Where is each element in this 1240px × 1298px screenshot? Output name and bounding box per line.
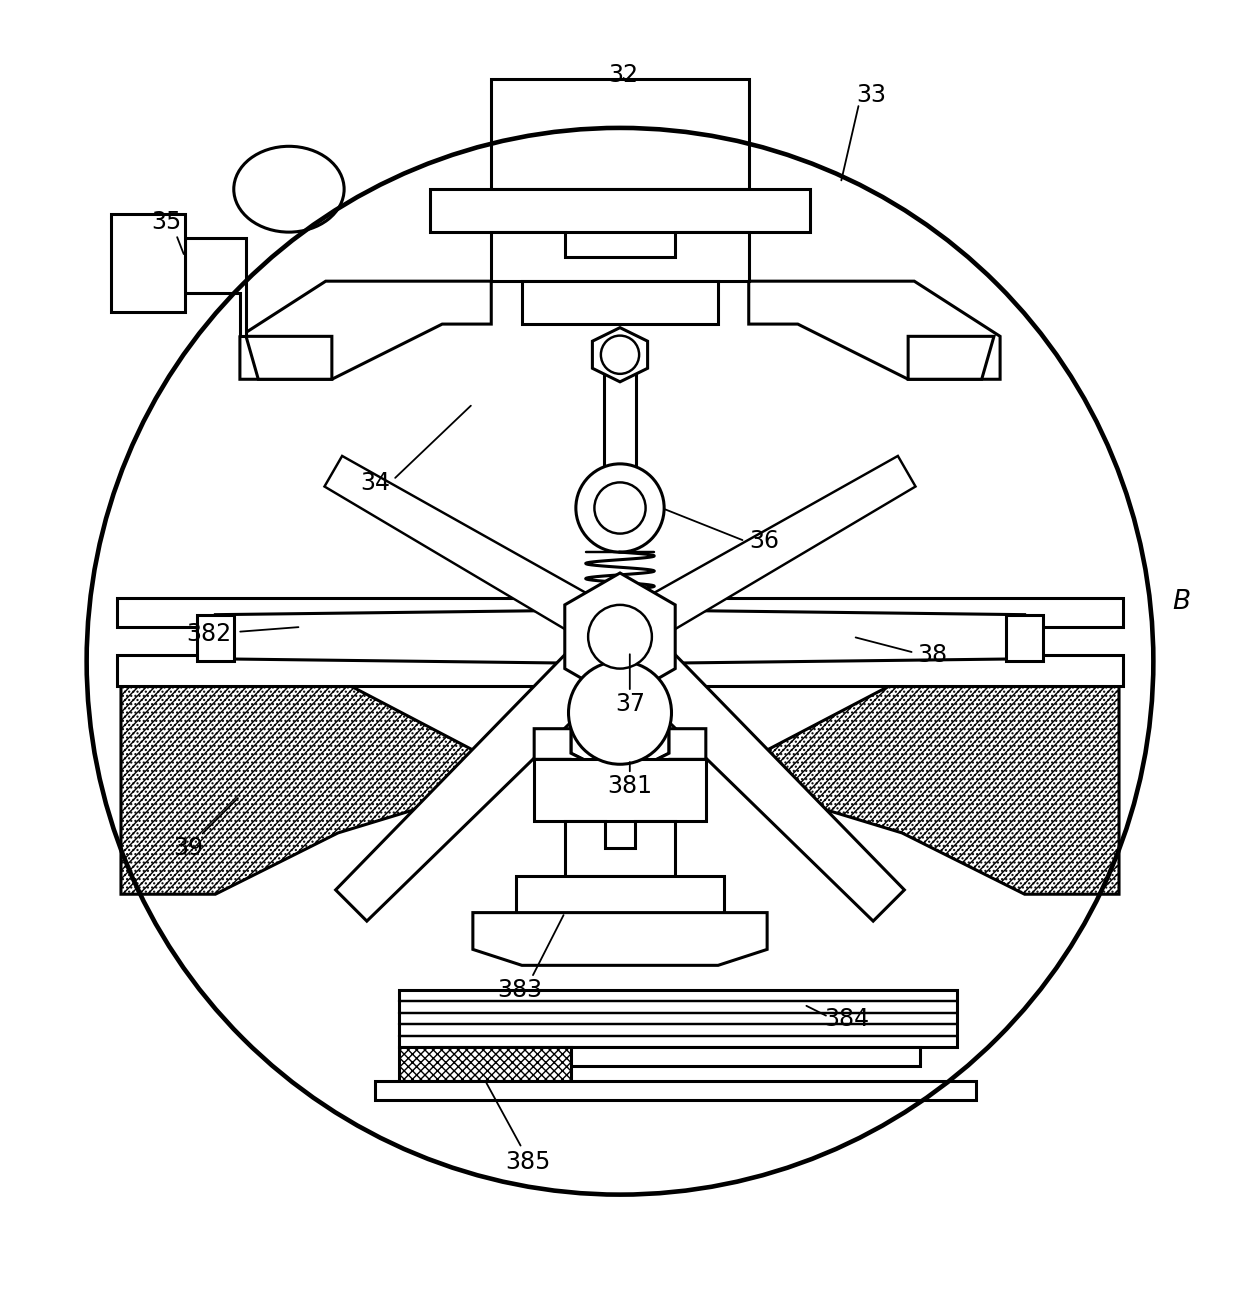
Text: 36: 36 <box>750 530 780 553</box>
Text: B: B <box>1173 589 1190 615</box>
Circle shape <box>601 336 639 374</box>
Polygon shape <box>122 685 479 894</box>
Polygon shape <box>593 327 647 382</box>
Circle shape <box>575 463 665 552</box>
Polygon shape <box>491 79 749 190</box>
Polygon shape <box>1006 615 1043 661</box>
Polygon shape <box>564 572 676 701</box>
Text: 383: 383 <box>497 977 542 1002</box>
Text: 33: 33 <box>857 83 887 106</box>
Polygon shape <box>516 876 724 912</box>
Polygon shape <box>522 282 718 324</box>
Text: 382: 382 <box>187 622 232 646</box>
Polygon shape <box>336 618 639 922</box>
Circle shape <box>594 483 646 533</box>
Text: 381: 381 <box>608 775 652 798</box>
Polygon shape <box>112 214 185 312</box>
Text: 38: 38 <box>918 643 947 667</box>
Circle shape <box>568 661 672 765</box>
Polygon shape <box>197 615 234 661</box>
Text: 37: 37 <box>615 692 645 716</box>
Polygon shape <box>604 354 636 480</box>
Polygon shape <box>761 685 1118 894</box>
Polygon shape <box>570 728 670 778</box>
Text: 39: 39 <box>174 836 203 859</box>
Text: 32: 32 <box>609 64 639 87</box>
Text: 384: 384 <box>825 1007 869 1032</box>
Text: 34: 34 <box>360 471 389 496</box>
Polygon shape <box>601 618 904 922</box>
Polygon shape <box>749 282 1001 379</box>
Polygon shape <box>239 282 491 379</box>
Polygon shape <box>399 990 957 1047</box>
Ellipse shape <box>234 147 345 232</box>
Polygon shape <box>565 820 675 876</box>
Polygon shape <box>374 1081 976 1101</box>
Polygon shape <box>472 912 768 966</box>
Polygon shape <box>216 610 620 663</box>
Polygon shape <box>620 610 1024 663</box>
Polygon shape <box>436 1047 920 1066</box>
Polygon shape <box>399 1047 570 1081</box>
Polygon shape <box>118 655 1122 685</box>
Text: 35: 35 <box>151 210 181 235</box>
Polygon shape <box>908 336 994 379</box>
Polygon shape <box>325 456 631 655</box>
Polygon shape <box>609 456 915 655</box>
Polygon shape <box>430 190 810 232</box>
Polygon shape <box>246 336 332 379</box>
Polygon shape <box>534 728 706 784</box>
Polygon shape <box>491 232 749 282</box>
Polygon shape <box>534 759 706 820</box>
Polygon shape <box>118 597 1122 627</box>
Circle shape <box>588 605 652 668</box>
Polygon shape <box>185 239 246 336</box>
Text: 385: 385 <box>506 1150 551 1173</box>
